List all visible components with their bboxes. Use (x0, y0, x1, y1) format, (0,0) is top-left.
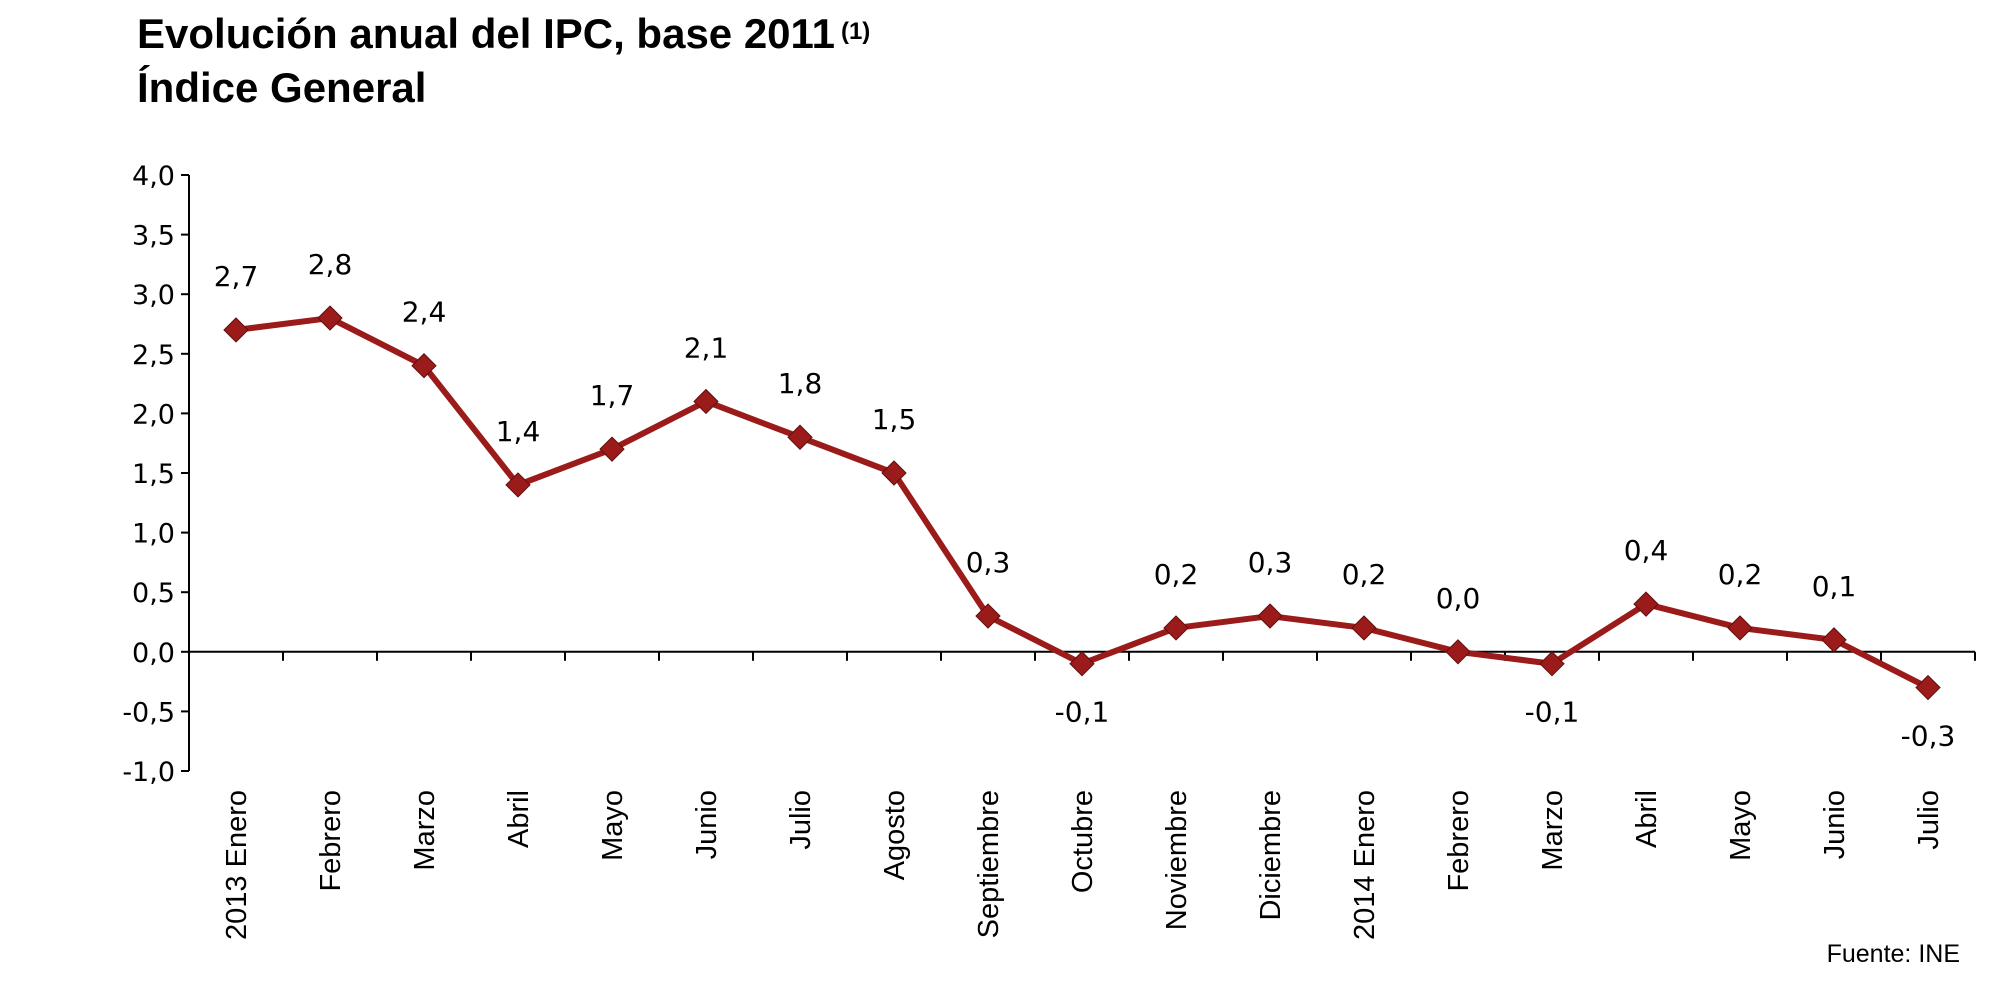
data-label: 1,4 (496, 415, 541, 448)
x-tick-label: Diciembre (1255, 790, 1287, 921)
data-point-marker (505, 472, 531, 498)
data-point-marker (1163, 615, 1189, 641)
data-label: 2,8 (308, 248, 353, 281)
x-tick-label: Julio (1913, 790, 1945, 850)
data-point-marker (1445, 639, 1471, 665)
x-tick-label: 2013 Enero (221, 790, 253, 940)
data-point-marker (693, 388, 719, 415)
x-tick-label: Abril (503, 790, 535, 848)
x-tick-label: Noviembre (1161, 790, 1193, 930)
x-tick-label: Mayo (1725, 790, 1757, 861)
y-axis-ticks: 4,0 3,5 3,0 2,5 2,0 1,5 1,0 0,5 0,0 -0,5 -1,0 (122, 161, 189, 788)
data-point-marker (1633, 591, 1659, 617)
x-tick-label: 2014 Enero (1349, 790, 1381, 940)
x-tick-label: Junio (691, 790, 723, 859)
data-label: -0,3 (1901, 720, 1956, 753)
data-point-marker (411, 353, 437, 379)
y-tick-label: 4,0 (132, 161, 175, 192)
data-point-marker (1915, 674, 1941, 701)
data-label: 0,2 (1718, 558, 1763, 591)
data-point-marker (1069, 651, 1095, 677)
chart-subtitle: Índice General (137, 64, 427, 111)
data-label: 0,4 (1624, 534, 1669, 567)
x-tick-label: Febrero (1443, 790, 1475, 892)
data-point-marker (1351, 615, 1377, 641)
y-tick-label: 3,0 (132, 280, 175, 311)
data-label: 1,8 (778, 367, 823, 400)
data-point-marker (317, 305, 343, 331)
x-tick-label: Marzo (1537, 790, 1569, 871)
y-tick-label: -1,0 (122, 757, 175, 788)
y-tick-label: 2,5 (132, 340, 175, 371)
data-label: 0,1 (1812, 570, 1857, 603)
data-labels: 2,7 2,8 2,4 1,4 1,7 2,1 1,8 1,5 0,3 -0,1 0,2 0,3 0,2… (214, 248, 1956, 753)
series-ipc (223, 305, 1941, 701)
data-label: 0,2 (1154, 558, 1199, 591)
data-label: 0,3 (966, 546, 1011, 579)
y-tick-label: 2,0 (132, 399, 175, 430)
data-label: -0,1 (1525, 696, 1580, 729)
x-tick-label: Mayo (597, 790, 629, 861)
data-label: 1,7 (590, 379, 635, 412)
data-point-marker (1727, 615, 1753, 641)
chart-title-text: Evolución anual del IPC, base 2011 (137, 10, 835, 57)
y-tick-label: 1,0 (132, 519, 175, 550)
y-tick-label: 3,5 (132, 221, 175, 252)
data-point-marker (599, 436, 625, 462)
data-point-marker (975, 603, 1001, 629)
x-tick-label: Febrero (315, 790, 347, 892)
data-label: 0,2 (1342, 558, 1387, 591)
data-label: 2,1 (684, 331, 729, 364)
data-point-marker (881, 460, 907, 486)
data-label: 2,7 (214, 260, 259, 293)
x-tick-label: Agosto (879, 790, 911, 880)
data-label: -0,1 (1055, 696, 1110, 729)
data-point-marker (1539, 651, 1565, 677)
x-tick-label: Julio (785, 790, 817, 850)
x-tick-label: Junio (1819, 790, 1851, 859)
y-tick-label: 1,5 (132, 459, 175, 490)
chart-title: Evolución anual del IPC, base 2011 (1) (137, 8, 870, 60)
chart-title-note: (1) (840, 18, 871, 45)
y-tick-label: 0,5 (132, 578, 175, 609)
chart-axes (188, 175, 1975, 771)
data-point-marker (1257, 603, 1283, 629)
x-tick-label: Abril (1631, 790, 1663, 848)
x-tick-label: Marzo (409, 790, 441, 871)
y-tick-label: -0,5 (122, 697, 175, 728)
x-axis-ticks: 2013 Enero Febrero Marzo Abril Mayo Junio Juli… (188, 651, 1976, 940)
data-label: 0,3 (1248, 546, 1293, 579)
series-line (235, 315, 1930, 691)
data-label: 1,5 (872, 403, 917, 436)
data-label: 0,0 (1436, 582, 1481, 615)
data-point-marker (787, 424, 813, 450)
source-note: Fuente: INE (1826, 940, 1960, 968)
y-tick-label: 0,0 (132, 638, 175, 669)
data-point-marker (1821, 627, 1847, 653)
x-tick-label: Septiembre (973, 790, 1005, 938)
data-point-marker (223, 317, 249, 343)
data-label: 2,4 (402, 296, 447, 329)
x-tick-label: Octubre (1067, 790, 1099, 893)
